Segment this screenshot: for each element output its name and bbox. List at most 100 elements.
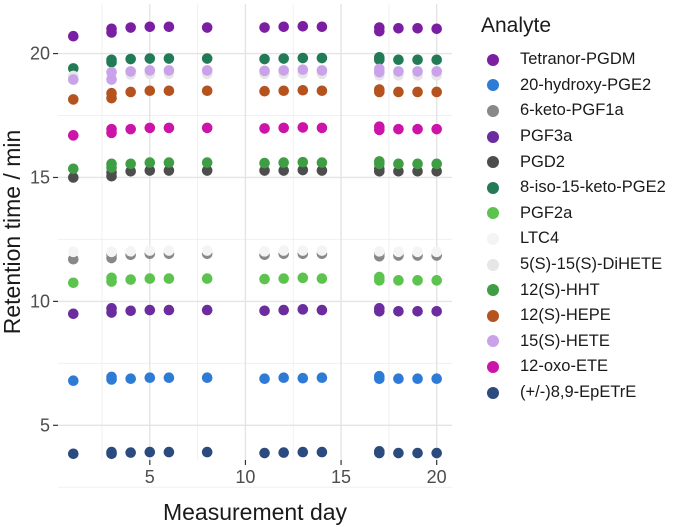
data-point xyxy=(259,305,270,317)
data-point xyxy=(201,22,213,33)
legend-label: (+/-)8,9-EpETrE xyxy=(520,383,637,402)
data-point xyxy=(297,122,309,133)
legend-key xyxy=(487,53,499,66)
data-point xyxy=(259,157,270,169)
data-point xyxy=(259,447,270,459)
y-tick-label: 15 xyxy=(30,167,50,187)
data-point xyxy=(393,246,404,258)
legend-entry: PGF2a xyxy=(481,201,696,227)
data-point xyxy=(297,21,309,32)
legend-key xyxy=(487,309,499,322)
data-point xyxy=(393,54,404,66)
data-point xyxy=(106,27,117,38)
data-point xyxy=(163,122,175,134)
data-point xyxy=(125,165,136,177)
data-point xyxy=(68,74,79,85)
data-point xyxy=(163,65,175,76)
data-point xyxy=(68,253,79,265)
series-10 xyxy=(68,84,442,105)
legend-label: 5(S)-15(S)-DiHETE xyxy=(520,255,663,274)
data-point xyxy=(374,156,385,167)
data-point xyxy=(412,447,423,459)
legend-label: PGD2 xyxy=(520,152,565,171)
data-point xyxy=(201,122,213,134)
data-point xyxy=(316,52,328,64)
major-gridlines xyxy=(58,4,452,460)
data-point xyxy=(163,157,175,168)
data-point xyxy=(163,53,175,64)
data-point xyxy=(163,245,175,256)
data-point xyxy=(393,275,404,286)
series-1 xyxy=(68,370,442,386)
legend-key xyxy=(487,232,499,245)
data-point xyxy=(412,54,423,66)
data-point xyxy=(125,305,136,317)
data-point xyxy=(144,304,156,316)
x-tick-label: 20 xyxy=(427,467,447,487)
data-point xyxy=(144,165,156,176)
legend-label: 20-hydroxy-PGE2 xyxy=(520,75,652,94)
legend-key xyxy=(487,181,499,194)
data-point xyxy=(431,373,442,385)
data-point xyxy=(393,447,404,459)
data-point xyxy=(297,245,309,256)
data-point xyxy=(259,373,270,385)
data-point xyxy=(393,373,404,385)
data-point xyxy=(412,123,423,135)
data-point xyxy=(125,447,136,458)
data-point xyxy=(297,272,309,284)
data-point xyxy=(412,165,423,177)
data-point xyxy=(68,130,79,141)
legend-key xyxy=(487,335,499,348)
data-point xyxy=(374,271,385,283)
data-point xyxy=(431,123,442,135)
legend-entry: PGF3a xyxy=(481,124,696,150)
data-point xyxy=(374,446,385,457)
data-point xyxy=(297,64,309,75)
data-point xyxy=(412,373,423,385)
series-12 xyxy=(68,121,442,141)
plot-panel xyxy=(58,4,452,460)
series-0 xyxy=(68,21,442,42)
data-point xyxy=(316,157,328,168)
data-point xyxy=(259,273,270,285)
data-point xyxy=(278,21,289,33)
data-point xyxy=(316,21,328,33)
data-point xyxy=(412,66,423,77)
data-point xyxy=(201,372,213,384)
data-point xyxy=(144,53,156,64)
data-point xyxy=(297,164,309,176)
data-point xyxy=(297,52,309,64)
legend-entry: Tetranor-PGDM xyxy=(481,47,696,73)
data-point xyxy=(431,66,442,77)
x-tick-label: 10 xyxy=(235,467,255,487)
data-point xyxy=(68,277,79,289)
data-point xyxy=(125,274,136,285)
data-point xyxy=(68,30,79,42)
series-9 xyxy=(68,156,442,175)
legend-entry: 15(S)-HETE xyxy=(481,329,696,355)
data-point xyxy=(278,53,289,64)
series-4 xyxy=(68,163,442,183)
data-point xyxy=(297,446,309,458)
data-point xyxy=(393,158,404,170)
legend-label: Tetranor-PGDM xyxy=(520,50,636,69)
data-point xyxy=(393,306,404,317)
data-point xyxy=(374,25,385,37)
data-point xyxy=(68,63,79,74)
x-tick-label: 5 xyxy=(145,467,155,487)
legend-label: 6-keto-PGF1a xyxy=(520,101,624,120)
data-point xyxy=(278,122,289,134)
data-point xyxy=(374,370,385,382)
data-point xyxy=(412,275,423,286)
legend-entry: 6-keto-PGF1a xyxy=(481,98,696,124)
legend-key xyxy=(487,156,499,169)
data-point xyxy=(316,304,328,316)
data-point xyxy=(106,303,117,314)
data-point xyxy=(431,23,442,35)
data-point xyxy=(393,22,404,34)
data-point xyxy=(259,22,270,33)
data-point xyxy=(374,51,385,63)
data-point xyxy=(431,447,442,459)
